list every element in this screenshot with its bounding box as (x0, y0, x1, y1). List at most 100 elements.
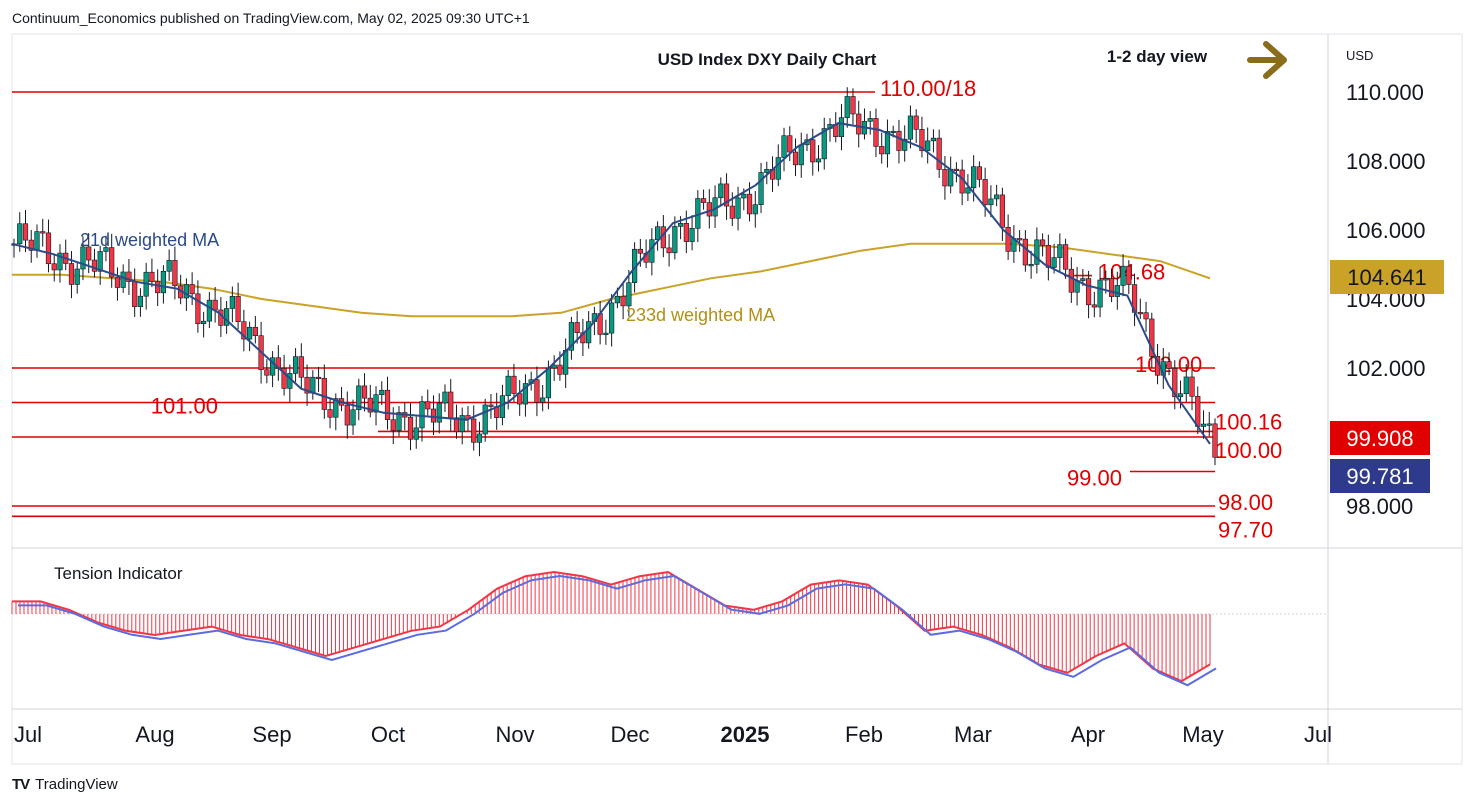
candle-body-8 (57, 252, 63, 271)
level-label-7: 98.00 (1218, 490, 1273, 515)
candle-body-191 (1108, 278, 1115, 297)
current-price-text: 99.908 (1346, 426, 1413, 451)
candle-body-70 (413, 427, 419, 440)
candle-body-202 (1172, 368, 1178, 398)
candle-body-144 (838, 117, 845, 138)
candle-body-186 (1080, 278, 1086, 281)
x-tick-1: Aug (135, 722, 174, 747)
y-tick-4: 102.000 (1346, 356, 1426, 381)
candle-body-208 (1206, 423, 1212, 426)
candle-body-175 (1017, 238, 1023, 241)
candle-body-62 (367, 397, 373, 413)
candle-body-40 (241, 321, 247, 340)
y-tick-5: 98.000 (1346, 494, 1413, 519)
ma21-path (11, 122, 1211, 445)
candle-body-201 (1166, 361, 1172, 369)
wma233-label: 233d weighted MA (626, 305, 775, 325)
candle-body-27 (166, 260, 172, 272)
candle-body-137 (798, 144, 804, 166)
candle-body-203 (1177, 393, 1184, 398)
candle-body-59 (350, 409, 356, 426)
candle-body-196 (1137, 312, 1143, 315)
candle-body-189 (1097, 279, 1103, 308)
tv-logo-icon: TV (12, 776, 30, 793)
candle-body-49 (292, 356, 299, 374)
x-tick-9: Apr (1071, 722, 1105, 747)
candle-body-106 (620, 295, 626, 307)
candle-body-58 (344, 404, 350, 426)
candle-body-71 (419, 401, 425, 429)
candle-body-3 (28, 239, 34, 251)
candle-body-93 (545, 367, 552, 399)
candle-body-150 (873, 118, 879, 147)
candle-body-74 (436, 402, 442, 423)
candle-body-145 (844, 96, 850, 118)
candle-body-83 (488, 404, 494, 407)
candle-body-4 (34, 231, 40, 251)
x-tick-7: Feb (845, 722, 883, 747)
candle-body-100 (586, 321, 592, 344)
candle-body-77 (453, 417, 460, 433)
candle-body-61 (361, 385, 368, 399)
secondary-price-tag: 99.781 (1330, 459, 1430, 493)
candle-body-87 (511, 375, 517, 394)
candle-body-129 (752, 204, 758, 215)
candle-body-103 (603, 332, 609, 335)
candle-body-197 (1143, 312, 1149, 320)
candle-body-123 (718, 183, 724, 199)
candle-body-149 (867, 118, 873, 122)
candle-body-16 (103, 247, 109, 252)
candle-body-30 (183, 284, 189, 299)
candle-body-184 (1068, 268, 1074, 293)
currency-label: USD (1346, 48, 1373, 63)
candle-body-115 (672, 226, 678, 254)
candle-body-50 (298, 356, 304, 378)
candle-body-97 (568, 322, 575, 351)
candle-body-179 (1040, 239, 1046, 246)
candle-body-204 (1183, 376, 1189, 395)
candle-body-51 (304, 376, 310, 394)
candle-body-116 (677, 223, 684, 227)
candle-body-28 (172, 260, 178, 287)
candle-body-10 (68, 263, 75, 285)
candle-body-128 (746, 193, 753, 215)
chart-frame (11, 33, 1463, 765)
candle-body-39 (235, 296, 241, 322)
candle-body-33 (201, 320, 207, 325)
candle-body-180 (1045, 245, 1051, 268)
level-label-8: 97.70 (1218, 517, 1273, 542)
candle-body-205 (1189, 376, 1195, 397)
candle-body-131 (764, 169, 770, 173)
candle-body-44 (264, 369, 270, 376)
candle-body-52 (310, 376, 316, 394)
candle-body-20 (126, 271, 132, 282)
candle-body-117 (683, 223, 689, 242)
candle-body-188 (1091, 304, 1097, 308)
candle-body-73 (430, 408, 437, 423)
level-label-5: 100.00 (1215, 438, 1282, 463)
candle-body-98 (574, 322, 580, 334)
candle-body-76 (448, 391, 454, 419)
candle-body-192 (1114, 285, 1120, 297)
x-tick-4: Nov (495, 722, 534, 747)
candle-body-140 (815, 158, 822, 163)
candle-body-173 (1005, 226, 1011, 252)
x-tick-2: Sep (252, 722, 291, 747)
x-tick-8: Mar (954, 722, 992, 747)
x-tick-5: Dec (610, 722, 649, 747)
candle-body-124 (723, 183, 730, 207)
candle-body-130 (758, 172, 764, 205)
candle-body-126 (735, 197, 741, 219)
candle-body-207 (1200, 423, 1207, 427)
candle-body-86 (505, 375, 511, 396)
candle-body-54 (321, 377, 327, 410)
candle-body-13 (86, 246, 92, 261)
candle-body-92 (540, 397, 546, 403)
candle-body-107 (626, 282, 632, 307)
candle-body-109 (637, 248, 643, 254)
candle-body-11 (74, 268, 80, 285)
candle-body-31 (189, 284, 195, 295)
wma233-price-tag: 104.641 (1330, 260, 1444, 294)
footer-brand[interactable]: TradingView (35, 776, 118, 793)
